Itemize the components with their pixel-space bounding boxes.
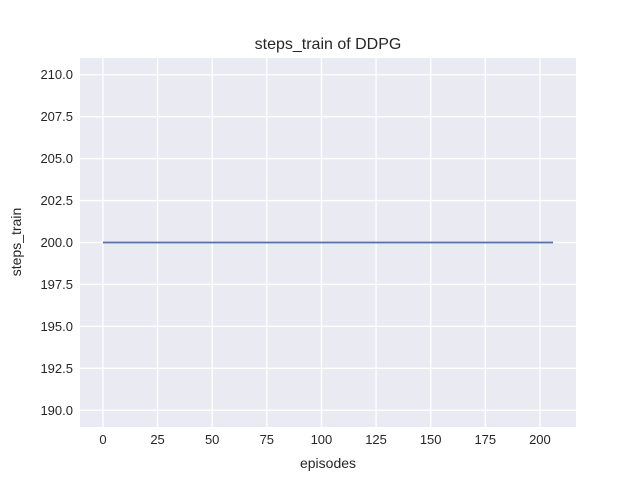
x-tick-label: 200 <box>529 432 551 447</box>
x-tick-label: 50 <box>204 432 220 447</box>
x-tick-label: 150 <box>419 432 442 447</box>
x-tick-label: 25 <box>150 432 165 447</box>
x-tick-label: 0 <box>99 432 107 447</box>
y-tick-label: 190.0 <box>40 402 73 418</box>
x-tick-label: 175 <box>474 432 497 447</box>
y-tick-label: 192.5 <box>40 360 73 376</box>
y-tick-label: 202.5 <box>40 193 73 209</box>
x-tick-label: 100 <box>310 432 333 447</box>
plot-area <box>80 58 576 427</box>
y-tick-label: 207.5 <box>40 109 73 125</box>
y-tick-label: 197.5 <box>40 276 73 292</box>
y-tick-label: 195.0 <box>40 318 73 334</box>
x-tick-label: 75 <box>259 432 275 447</box>
x-axis-label: episodes <box>299 455 357 471</box>
y-tick-label: 210.0 <box>40 67 73 83</box>
y-tick-label: 200.0 <box>40 235 73 250</box>
chart-title: steps_train of DDPG <box>254 36 402 53</box>
y-tick-label: 205.0 <box>40 151 73 167</box>
plot-canvas <box>80 58 576 427</box>
x-tick-label: 125 <box>365 432 387 447</box>
